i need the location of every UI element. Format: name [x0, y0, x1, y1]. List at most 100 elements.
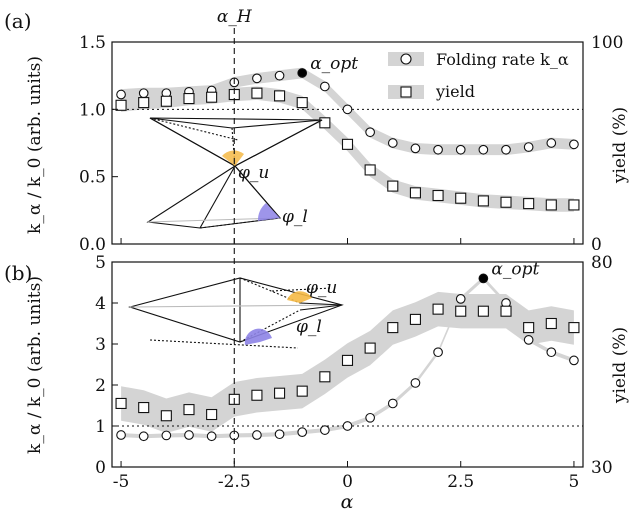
panel-a-label: (a): [4, 9, 32, 33]
data-point-square: [523, 322, 535, 334]
data-point-circle: [206, 431, 217, 442]
data-point-square: [138, 401, 150, 414]
data-point-circle: [546, 347, 557, 358]
data-point-square: [274, 387, 286, 399]
panel-b: [111, 261, 584, 468]
data-point-circle: [320, 81, 330, 92]
x-axis-label: α: [341, 491, 354, 513]
data-point-square: [364, 164, 376, 176]
y-tick-label: 3: [95, 335, 106, 355]
data-point-circle: [252, 430, 262, 440]
data-point-square: [319, 371, 331, 383]
x-tick-label: 2.5: [447, 472, 474, 492]
data-point-square: [341, 354, 354, 366]
data-point-circle: [569, 139, 579, 150]
data-point-square: [183, 93, 195, 105]
panel-a-ylabel: k_α / k_0 (arb. units): [25, 56, 45, 234]
data-point-square: [568, 322, 580, 334]
data-point-square: [183, 404, 195, 416]
data-point-square: [432, 189, 444, 202]
panel-a-ylabel-right: yield (%): [610, 107, 630, 184]
data-point-square: [115, 397, 127, 410]
data-point-circle: [501, 144, 511, 155]
data-point-square: [274, 90, 286, 102]
data-point-circle: [455, 294, 466, 304]
data-point-square: [251, 87, 263, 99]
y-tick-label: 1.5: [79, 33, 106, 53]
panel-a-phi-l-label: φ_l: [282, 207, 308, 227]
data-point-circle: [138, 88, 149, 99]
data-point-circle: [410, 378, 421, 388]
data-point-square: [387, 322, 399, 334]
data-point-square: [523, 198, 535, 210]
data-point-square: [160, 95, 172, 107]
data-point-circle: [433, 144, 443, 155]
data-point-circle: [410, 143, 421, 154]
data-point-square: [115, 99, 127, 111]
data-point-circle: [252, 73, 262, 84]
data-point-circle: [138, 431, 149, 442]
data-point-circle: [546, 138, 557, 148]
y-tick-label: 1: [95, 417, 106, 437]
phi-u-angle-wedge: [287, 291, 312, 303]
data-point-circle: [478, 144, 489, 155]
data-point-square: [251, 389, 263, 401]
phi-u-angle-wedge: [222, 150, 244, 166]
data-point-square: [455, 305, 467, 317]
x-tick-label: -5: [113, 472, 130, 492]
data-point-square: [477, 195, 489, 207]
data-point-circle: [569, 355, 579, 366]
data-point-square: [160, 410, 172, 422]
alpha-h-label: α_H: [217, 7, 253, 27]
data-point-square: [387, 180, 399, 192]
legend: Folding rate k_α yield: [388, 50, 569, 101]
data-point-circle: [365, 412, 375, 423]
data-point-square: [364, 342, 376, 354]
y-tick-label: 2: [95, 376, 106, 396]
panel-a-alpha-opt-label: α_opt: [310, 54, 358, 74]
data-point-circle: [523, 335, 534, 345]
data-point-circle: [342, 104, 353, 115]
data-point-square: [138, 97, 150, 109]
panel-b-label: (b): [4, 261, 32, 285]
data-point-square: [296, 385, 308, 397]
data-point-circle: [320, 425, 330, 435]
y-tick-label: 4: [95, 294, 106, 314]
data-point-square: [319, 117, 331, 129]
data-point-circle: [116, 430, 126, 440]
data-point-square: [477, 305, 489, 317]
panel-b-phi-u-label: φ_u: [306, 278, 337, 298]
legend-label-yield: yield: [435, 82, 475, 101]
data-point-square: [545, 317, 557, 330]
data-point-square: [432, 303, 444, 315]
data-point-square: [500, 305, 512, 317]
panel-b-ylabel: k_α / k_0 (arb. units): [25, 276, 45, 454]
data-point-square: [568, 199, 580, 211]
data-point-circle: [274, 70, 285, 81]
y-tick-label: 5: [95, 253, 106, 273]
data-point-circle: [387, 138, 398, 148]
data-point-circle: [184, 430, 194, 440]
data-point-square: [500, 196, 512, 208]
panel-a-inset-diagram: [146, 117, 323, 229]
x-tick-label: 5: [569, 472, 580, 492]
alpha-opt-point: [298, 68, 307, 77]
data-point-square: [296, 97, 308, 109]
panel-b-phi-l-label: φ_l: [296, 317, 322, 337]
data-point-circle: [365, 127, 375, 138]
y-right-tick-label: 80: [591, 253, 613, 273]
data-point-circle: [523, 142, 534, 152]
data-point-square: [341, 138, 354, 150]
y-tick-label: 0.0: [79, 235, 106, 255]
panel-b-inset-diagram: [128, 277, 344, 349]
legend-label-folding: Folding rate k_α: [436, 50, 569, 69]
panel-a: [111, 41, 584, 245]
data-point-square: [206, 91, 218, 103]
y-right-tick-label: 0: [591, 235, 602, 255]
data-point-circle: [387, 398, 398, 409]
data-point-circle: [433, 347, 443, 358]
y-tick-label: 0: [95, 458, 106, 478]
data-point-circle: [455, 144, 466, 155]
data-point-square: [409, 187, 421, 199]
